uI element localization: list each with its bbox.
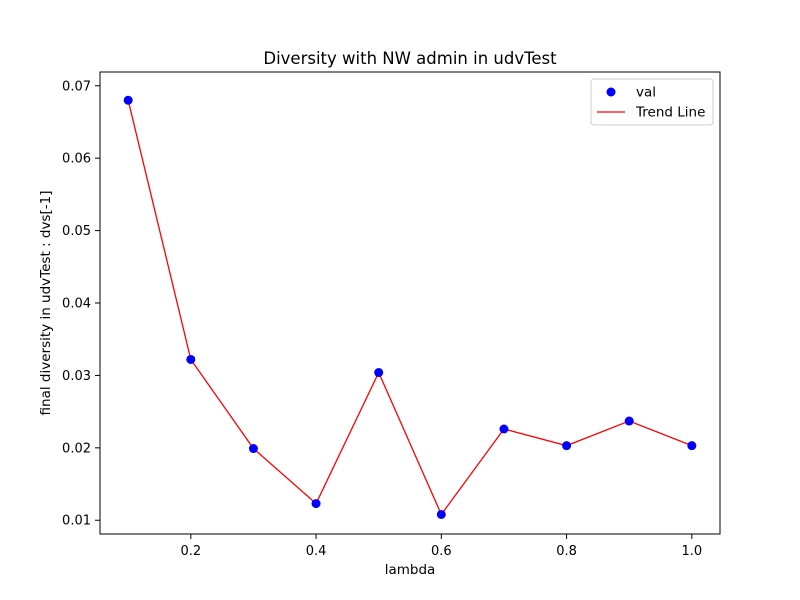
chart-title: Diversity with NW admin in udvTest (263, 49, 557, 68)
y-tick-label: 0.06 (62, 152, 91, 167)
legend: val Trend Line (590, 78, 714, 126)
scatter-points-layer (123, 95, 697, 519)
data-point (374, 368, 384, 378)
data-point (186, 354, 196, 364)
x-tick-label: 0.2 (180, 544, 201, 559)
x-tick-label: 0.6 (431, 544, 452, 559)
data-point (311, 499, 321, 509)
legend-label-val: val (636, 85, 656, 101)
x-tick-label: 0.4 (306, 544, 327, 559)
y-tick-label: 0.05 (62, 224, 91, 239)
x-axis: 0.2 0.4 0.6 0.8 1.0 (180, 534, 702, 559)
y-tick-label: 0.01 (62, 514, 91, 529)
trend-line (127, 100, 693, 516)
y-axis-title: final diversity in udvTest : dvs[-1] (38, 191, 54, 416)
legend-label-trend: Trend Line (635, 105, 705, 121)
x-axis-title: lambda (385, 562, 436, 578)
y-tick-label: 0.04 (62, 297, 91, 312)
data-point (562, 441, 572, 451)
data-point (248, 444, 258, 454)
data-point (687, 441, 697, 451)
x-tick-label: 1.0 (681, 544, 702, 559)
y-tick-label: 0.03 (62, 369, 91, 384)
y-axis: 0.01 0.02 0.03 0.04 0.05 0.06 0.07 (62, 79, 100, 529)
legend-marker-val (606, 87, 616, 97)
x-tick-label: 0.8 (556, 544, 577, 559)
data-point (123, 95, 133, 105)
y-tick-label: 0.07 (62, 79, 91, 94)
plot-area-frame (99, 71, 721, 535)
trend-line-layer (127, 100, 693, 516)
data-point (624, 416, 634, 426)
data-point (436, 509, 446, 519)
y-tick-label: 0.02 (62, 441, 91, 456)
legend-box (590, 78, 714, 126)
data-point (499, 424, 509, 434)
